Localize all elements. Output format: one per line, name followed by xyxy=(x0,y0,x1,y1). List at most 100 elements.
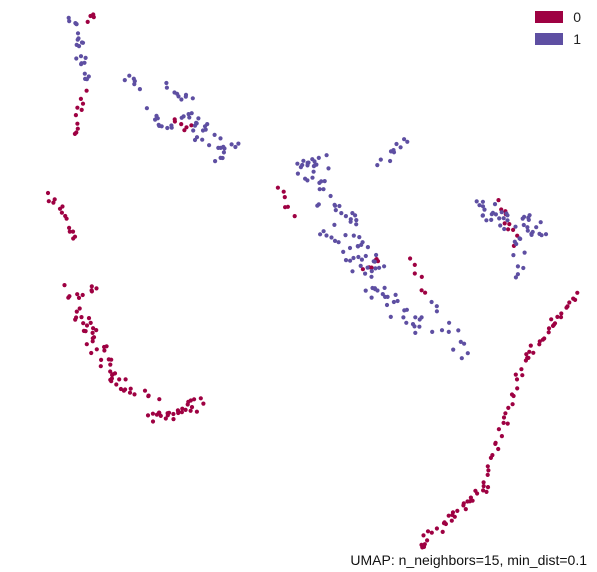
scatter-point-0 xyxy=(440,529,445,535)
series-0-points xyxy=(45,12,580,550)
scatter-point-1 xyxy=(75,37,80,42)
scatter-point-1 xyxy=(319,179,324,184)
scatter-point-0 xyxy=(158,413,163,418)
scatter-point-0 xyxy=(75,121,80,126)
scatter-point-1 xyxy=(458,339,463,344)
scatter-point-0 xyxy=(109,357,114,362)
scatter-point-0 xyxy=(89,288,94,293)
scatter-point-0 xyxy=(88,320,93,325)
scatter-point-0 xyxy=(360,267,365,272)
scatter-point-1 xyxy=(67,19,72,24)
scatter-point-0 xyxy=(421,533,426,538)
scatter-point-1 xyxy=(382,264,387,269)
scatter-point-1 xyxy=(402,137,407,142)
scatter-point-1 xyxy=(350,269,355,274)
scatter-point-1 xyxy=(339,211,344,216)
scatter-point-0 xyxy=(108,362,113,367)
scatter-point-0 xyxy=(78,96,83,101)
scatter-point-0 xyxy=(452,514,457,519)
scatter-point-0 xyxy=(558,315,564,320)
scatter-point-0 xyxy=(446,513,451,518)
scatter-point-0 xyxy=(514,377,520,382)
scatter-point-1 xyxy=(322,179,327,184)
scatter-point-0 xyxy=(493,441,498,446)
scatter-point-0 xyxy=(506,227,511,232)
scatter-point-0 xyxy=(73,317,78,322)
scatter-point-0 xyxy=(442,520,447,525)
scatter-point-1 xyxy=(189,111,194,116)
scatter-point-1 xyxy=(207,143,212,148)
scatter-point-1 xyxy=(328,193,333,199)
scatter-point-1 xyxy=(511,253,516,258)
scatter-point-0 xyxy=(486,468,491,473)
scatter-point-0 xyxy=(172,119,177,124)
scatter-point-1 xyxy=(530,229,535,235)
scatter-point-0 xyxy=(76,295,82,300)
scatter-point-0 xyxy=(80,292,85,298)
scatter-point-1 xyxy=(324,233,329,238)
scatter-point-1 xyxy=(351,233,356,238)
scatter-point-0 xyxy=(496,198,501,203)
scatter-point-0 xyxy=(412,262,417,267)
scatter-point-0 xyxy=(157,397,162,402)
scatter-point-0 xyxy=(531,350,536,355)
scatter-point-0 xyxy=(51,200,56,205)
scatter-point-1 xyxy=(365,245,370,250)
scatter-point-0 xyxy=(484,489,489,494)
scatter-point-1 xyxy=(200,137,205,142)
scatter-point-0 xyxy=(57,206,63,211)
scatter-point-1 xyxy=(374,252,379,258)
scatter-point-1 xyxy=(144,106,149,111)
scatter-point-0 xyxy=(481,484,486,489)
scatter-point-0 xyxy=(84,323,90,328)
scatter-point-1 xyxy=(405,139,410,144)
scatter-point-1 xyxy=(222,146,227,151)
scatter-point-1 xyxy=(165,125,170,131)
scatter-point-0 xyxy=(488,455,493,460)
scatter-point-0 xyxy=(79,107,84,112)
scatter-point-0 xyxy=(412,271,417,276)
scatter-point-0 xyxy=(555,314,560,319)
scatter-point-1 xyxy=(513,224,518,229)
scatter-point-1 xyxy=(451,347,456,352)
scatter-point-0 xyxy=(52,197,57,202)
scatter-point-0 xyxy=(419,274,424,279)
scatter-point-1 xyxy=(341,249,346,254)
legend-item-1: 1 xyxy=(535,28,581,50)
scatter-point-1 xyxy=(417,324,422,329)
scatter-point-1 xyxy=(388,158,393,164)
scatter-point-1 xyxy=(333,208,338,213)
scatter-point-0 xyxy=(419,288,424,293)
scatter-point-0 xyxy=(481,480,486,485)
scatter-point-0 xyxy=(108,369,113,374)
scatter-point-1 xyxy=(233,144,238,150)
scatter-point-0 xyxy=(496,446,501,452)
scatter-point-1 xyxy=(212,132,217,137)
scatter-point-0 xyxy=(180,406,185,411)
scatter-point-0 xyxy=(420,545,425,550)
scatter-point-1 xyxy=(521,222,526,228)
scatter-point-1 xyxy=(515,272,521,277)
scatter-point-0 xyxy=(567,300,572,305)
scatter-point-1 xyxy=(332,238,338,243)
scatter-point-0 xyxy=(285,204,290,209)
scatter-point-0 xyxy=(90,330,95,335)
scatter-point-0 xyxy=(117,377,122,382)
scatter-point-0 xyxy=(429,530,434,535)
scatter-point-0 xyxy=(71,236,76,241)
scatter-point-1 xyxy=(311,169,316,174)
scatter-point-1 xyxy=(298,165,303,170)
scatter-point-1 xyxy=(337,203,342,209)
scatter-point-1 xyxy=(357,235,362,240)
scatter-point-1 xyxy=(324,153,329,158)
legend-swatch-1 xyxy=(535,33,564,45)
scatter-point-1 xyxy=(480,204,486,209)
scatter-point-1 xyxy=(384,302,390,308)
scatter-point-0 xyxy=(524,352,529,357)
scatter-point-1 xyxy=(489,212,494,217)
scatter-point-0 xyxy=(550,323,556,328)
scatter-point-1 xyxy=(311,164,316,169)
scatter-point-0 xyxy=(189,405,195,410)
scatter-point-0 xyxy=(546,326,552,331)
scatter-point-1 xyxy=(484,218,489,223)
